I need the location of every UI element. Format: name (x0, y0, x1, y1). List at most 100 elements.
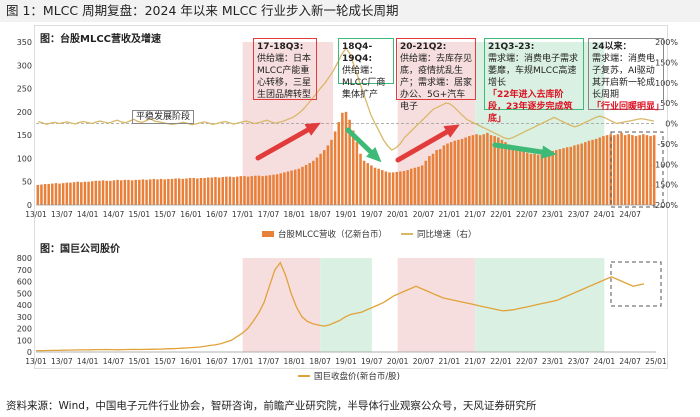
revenue-bar (148, 179, 152, 205)
arrow-up-2 (395, 126, 455, 163)
revenue-bar (308, 163, 312, 205)
revenue-bar (210, 177, 214, 205)
x2-tick: 24/01 (594, 357, 616, 366)
x2-tick: 13/07 (51, 357, 73, 366)
revenue-bar (203, 177, 206, 205)
y1-left-tick: 350 (17, 38, 32, 47)
y2-tick: 200 (17, 325, 32, 334)
revenue-bar (243, 176, 246, 205)
revenue-bar (101, 180, 105, 205)
revenue-bar (127, 179, 130, 205)
revenue-bar (439, 149, 442, 205)
revenue-bar (65, 182, 69, 205)
revenue-bar (359, 153, 362, 205)
highlight-box-price (610, 261, 662, 307)
revenue-bar (348, 119, 351, 205)
revenue-bar (61, 183, 65, 205)
y2-tick: 100 (17, 336, 32, 345)
x2-tick: 16/07 (206, 357, 228, 366)
revenue-bar (83, 181, 87, 205)
revenue-bar (544, 152, 547, 205)
revenue-bar (649, 136, 652, 205)
revenue-bar (435, 150, 438, 205)
revenue-bar (402, 171, 406, 205)
revenue-bar (576, 144, 580, 205)
revenue-bar (246, 176, 250, 205)
chart-frame (34, 25, 668, 369)
revenue-bar (587, 140, 591, 205)
revenue-bar (638, 135, 641, 205)
legend-chart1: 台股MLCC营收（亿新台币） 同比增速（右） (262, 228, 476, 240)
revenue-bar (533, 153, 536, 205)
revenue-bar (518, 150, 522, 205)
x1-tick: 24/07 (619, 210, 641, 219)
revenue-bar (457, 139, 460, 205)
x1-tick: 20/01 (387, 210, 409, 219)
price-zone-3 (475, 258, 605, 352)
revenue-bar (159, 178, 163, 205)
y2-tick: 700 (17, 266, 32, 275)
revenue-bar (51, 183, 54, 205)
x1-tick: 19/01 (335, 210, 357, 219)
annotation-18q4-19q4: 18Q4-19Q4: 供给端：MLCC厂商集体扩产 (338, 38, 394, 100)
x1-tick: 14/01 (77, 210, 99, 219)
revenue-bar (185, 178, 188, 205)
revenue-bar (293, 169, 297, 205)
revenue-bar (94, 180, 98, 205)
x1-tick: 17/01 (232, 210, 254, 219)
revenue-bar (515, 149, 518, 205)
y1-right-tick: 0% (665, 120, 678, 129)
revenue-bar (268, 175, 272, 205)
revenue-bar (333, 131, 337, 205)
revenue-bar (500, 139, 504, 205)
x2-tick: 15/01 (129, 357, 151, 366)
revenue-bar (177, 178, 181, 205)
y1-left-tick: 250 (17, 85, 32, 94)
revenue-bar (413, 167, 417, 205)
revenue-bar (341, 112, 344, 205)
x2-tick: 23/01 (542, 357, 564, 366)
arrow-up-2-head (443, 124, 460, 138)
revenue-bar (645, 135, 649, 205)
revenue-bar (464, 137, 467, 205)
x2-tick: 21/01 (439, 357, 461, 366)
revenue-bar (584, 142, 587, 205)
legend-bar-label: 台股MLCC营收（亿新台币） (278, 230, 387, 240)
revenue-bar (228, 176, 232, 205)
revenue-bar (319, 153, 322, 205)
revenue-bar (322, 150, 326, 205)
revenue-bar (254, 175, 257, 205)
revenue-bar (337, 122, 341, 205)
y1-left-tick: 300 (17, 61, 32, 70)
arrow-down-2 (492, 142, 551, 156)
revenue-bar (141, 179, 145, 205)
revenue-bar (221, 177, 224, 205)
x1-tick: 16/07 (206, 210, 228, 219)
revenue-bar (98, 180, 101, 205)
revenue-bar (163, 179, 166, 205)
stable-phase-label: 平稳发展阶段 (132, 110, 194, 124)
revenue-bar (80, 182, 83, 205)
revenue-bar (551, 150, 554, 205)
revenue-bar (377, 168, 380, 205)
x2-tick: 22/07 (516, 357, 538, 366)
annotation-21q3-23: 21Q3-23: 需求端：消费电子需求萎靡，车规MLCC高速增长 「22年进入去… (484, 38, 584, 124)
revenue-bar (594, 138, 598, 205)
revenue-bar (627, 134, 631, 205)
revenue-bar (380, 170, 384, 205)
revenue-bar (196, 178, 199, 205)
x1-tick: 23/01 (542, 210, 564, 219)
revenue-bar (167, 178, 170, 205)
revenue-bar (286, 171, 290, 205)
revenue-bar (145, 179, 148, 205)
y1-left-tick: 100 (17, 154, 32, 163)
x2-tick: 18/07 (309, 357, 331, 366)
x1-tick: 22/07 (516, 210, 538, 219)
revenue-bar (613, 135, 616, 205)
y1-right-tick: -50% (657, 140, 678, 149)
revenue-bar (504, 142, 507, 205)
revenue-bar (449, 142, 453, 205)
revenue-bar (446, 143, 449, 205)
y1-right-tick: 150% (655, 58, 678, 67)
x2-tick: 15/07 (154, 357, 176, 366)
